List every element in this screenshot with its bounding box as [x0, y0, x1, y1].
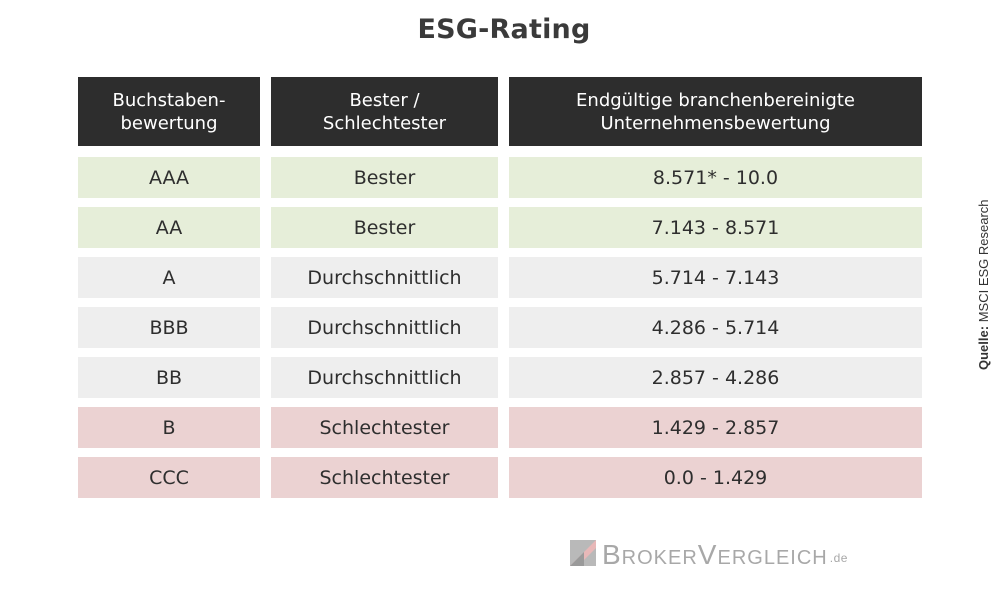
cell-score: 8.571* - 10.0 [509, 157, 922, 198]
brand-logo: BrokerVergleich .de [570, 536, 848, 570]
cell-category: Durchschnittlich [271, 357, 498, 398]
cell-rating: A [78, 257, 260, 298]
logo-text: BrokerVergleich [602, 539, 828, 570]
cell-category: Durchschnittlich [271, 257, 498, 298]
cell-rating: AAA [78, 157, 260, 198]
cell-category: Bester [271, 207, 498, 248]
header-letter-rating: Buchstaben- bewertung [78, 77, 260, 146]
cell-score: 4.286 - 5.714 [509, 307, 922, 348]
cell-score: 2.857 - 4.286 [509, 357, 922, 398]
cell-category: Durchschnittlich [271, 307, 498, 348]
cell-rating: CCC [78, 457, 260, 498]
cell-rating: B [78, 407, 260, 448]
source-text: MSCI ESG Research [976, 199, 991, 323]
source-label: Quelle: [976, 325, 991, 370]
cell-category: Schlechtester [271, 407, 498, 448]
logo-tld: .de [829, 551, 848, 565]
header-final-score: Endgültige branchenbereinigte Unternehme… [509, 77, 922, 146]
cell-rating: BBB [78, 307, 260, 348]
cell-score: 7.143 - 8.571 [509, 207, 922, 248]
cell-score: 0.0 - 1.429 [509, 457, 922, 498]
cell-category: Bester [271, 157, 498, 198]
cell-score: 1.429 - 2.857 [509, 407, 922, 448]
brokervergleich-logo-mark-icon [570, 540, 596, 566]
cell-score: 5.714 - 7.143 [509, 257, 922, 298]
cell-rating: AA [78, 207, 260, 248]
source-note: Quelle: MSCI ESG Research [976, 199, 991, 370]
cell-category: Schlechtester [271, 457, 498, 498]
header-best-worst: Bester / Schlechtester [271, 77, 498, 146]
cell-rating: BB [78, 357, 260, 398]
page-title: ESG-Rating [417, 14, 591, 45]
